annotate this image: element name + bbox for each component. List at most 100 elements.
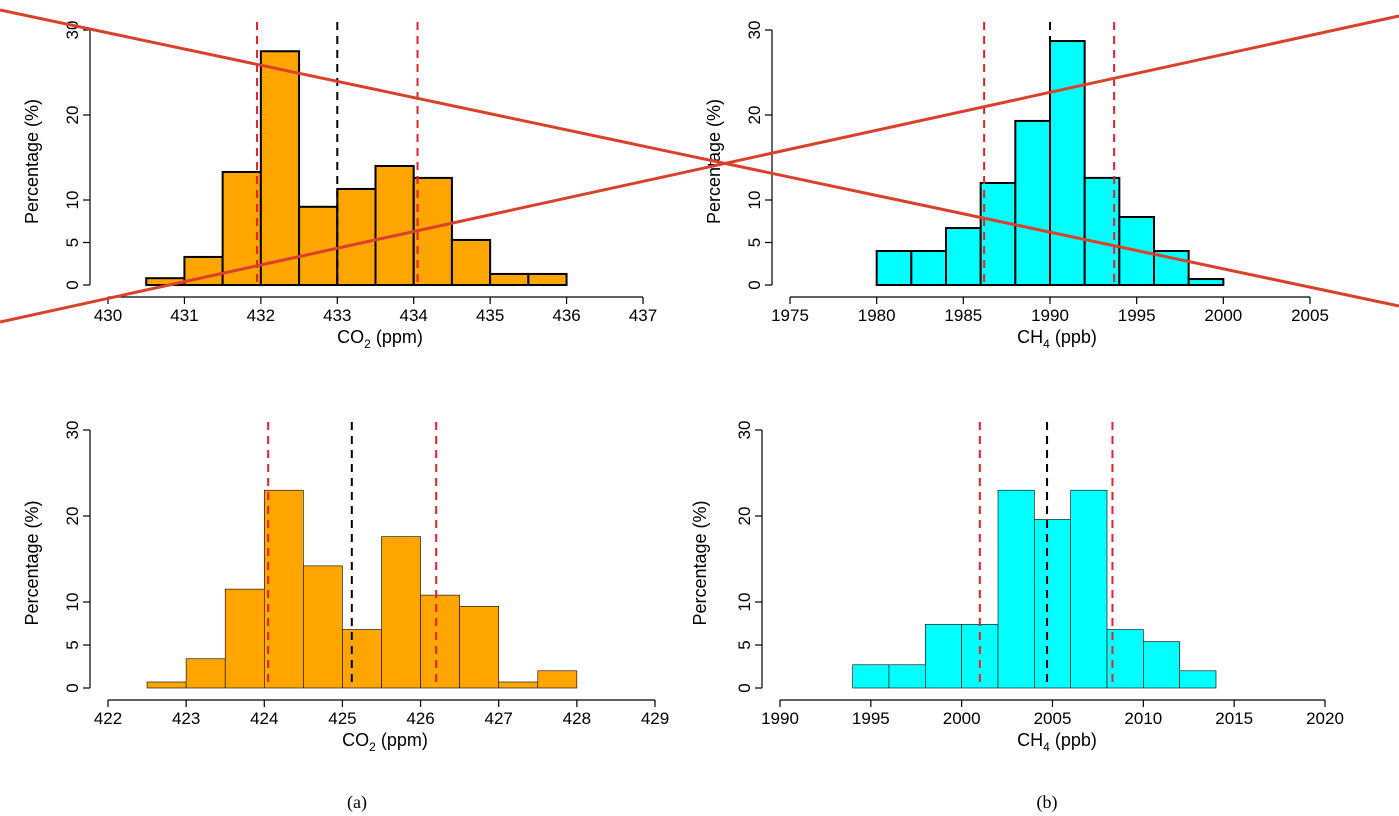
x-tick-label: 1995 <box>852 709 890 728</box>
panel-top-left: 430 431 432 433 434 435 436 43705102030Percenta… <box>22 21 657 351</box>
x-tick-label: 2000 <box>1204 306 1242 325</box>
histogram-bar <box>146 681 187 689</box>
histogram-bar <box>1014 119 1051 286</box>
overlay-line-ascending <box>0 14 1399 324</box>
y-tick-label: 10 <box>745 191 764 210</box>
histogram-bar <box>420 594 460 689</box>
x-axis-title-subscript: 4 <box>1043 740 1050 754</box>
histogram-bar <box>527 272 568 287</box>
x-tick-label: 429 <box>641 709 669 728</box>
histogram-bar <box>342 629 382 689</box>
x-tick-label: 432 <box>247 306 275 325</box>
caption-b: (b) <box>1037 792 1058 813</box>
x-axis-title-unit: (ppb) <box>1050 730 1097 750</box>
y-tick-label: 20 <box>63 106 82 125</box>
x-tick-label: 435 <box>476 306 504 325</box>
x-tick-label: 422 <box>94 709 122 728</box>
x-axis-title: CH4 (ppb) <box>1017 327 1097 351</box>
x-tick-label: 1975 <box>771 306 809 325</box>
histogram-bar <box>498 681 539 689</box>
histogram-bar <box>489 272 530 287</box>
x-tick-label: 1990 <box>761 709 799 728</box>
x-tick-label: 2010 <box>1124 709 1162 728</box>
x-tick-label: 426 <box>406 709 434 728</box>
x-axis-title: CO2 (ppm) <box>337 327 423 351</box>
x-tick-label: 437 <box>629 306 657 325</box>
y-tick-label: 30 <box>63 421 82 440</box>
histogram-bar <box>1187 278 1225 286</box>
x-tick-label: 423 <box>172 709 200 728</box>
x-axis-title-main: CH <box>1017 327 1043 347</box>
x-tick-label: 2020 <box>1306 709 1344 728</box>
histogram-bar <box>852 664 890 689</box>
y-tick-label: 20 <box>63 507 82 526</box>
x-tick-label: 424 <box>250 709 278 728</box>
x-tick-label: 430 <box>94 306 122 325</box>
x-tick-label: 427 <box>485 709 513 728</box>
histogram-bar <box>303 565 343 689</box>
histogram-bar <box>1179 670 1217 689</box>
y-tick-label: 30 <box>745 21 764 40</box>
x-tick-label: 1990 <box>1031 306 1069 325</box>
x-tick-label: 428 <box>563 709 591 728</box>
y-tick-label: 0 <box>745 280 764 289</box>
panel-bottom-right: 1990 1995 2000 2005 2010 2015 2020 0 5 10 20 30 Perc… <box>690 421 1344 754</box>
histogram-bar <box>381 536 421 689</box>
histogram-bar <box>1143 641 1180 689</box>
histogram-bar <box>997 489 1035 689</box>
panels: 430 431 432 433 434 435 436 43705102030Percenta… <box>22 21 1344 754</box>
y-tick-label: 0 <box>63 280 82 289</box>
x-axis-title: CO2 (ppm) <box>342 730 428 754</box>
histogram-bar <box>374 165 415 286</box>
histogram-bar <box>259 50 301 286</box>
histogram-bar <box>298 205 339 286</box>
x-tick-label: 1995 <box>1118 306 1156 325</box>
y-tick-label: 10 <box>63 593 82 612</box>
histogram-bar <box>185 658 226 689</box>
y-tick-label: 5 <box>745 238 764 247</box>
histogram-bar <box>450 238 492 286</box>
x-axis-title-main: CH <box>1017 730 1043 750</box>
x-tick-label: 2005 <box>1291 306 1329 325</box>
y-axis-title: Percentage (%) <box>22 500 42 625</box>
x-axis-title-unit: (ppm) <box>371 327 423 347</box>
histogram-bar <box>1049 40 1086 286</box>
x-axis-title: CH4 (ppb) <box>1017 730 1097 754</box>
panel-top-right: 197519801985199019952000200505102030Perc… <box>704 21 1329 351</box>
red-cross-overlay <box>0 8 1399 324</box>
panel-bottom-left: 422 423 424 425 426 427 428 429 0 5 10 20 30 Percenta… <box>22 421 669 754</box>
x-tick-label: 2015 <box>1215 709 1253 728</box>
y-tick-label: 0 <box>735 683 754 692</box>
x-tick-label: 431 <box>170 306 198 325</box>
histogram-bar <box>336 187 377 286</box>
y-tick-label: 5 <box>735 640 754 649</box>
histogram-bar <box>945 227 982 287</box>
x-tick-label: 425 <box>328 709 356 728</box>
histogram-bar <box>910 250 947 286</box>
caption-a: (a) <box>347 792 367 813</box>
y-tick-label: 10 <box>63 191 82 210</box>
histogram-bar <box>224 588 265 689</box>
y-tick-label: 5 <box>63 640 82 649</box>
y-tick-label: 20 <box>745 106 764 125</box>
histogram-bar <box>1070 489 1108 689</box>
x-tick-label: 2000 <box>943 709 981 728</box>
histogram-bar <box>537 670 578 689</box>
y-tick-label: 0 <box>63 683 82 692</box>
y-axis-title: Percentage (%) <box>22 99 42 224</box>
y-tick-label: 30 <box>735 421 754 440</box>
x-axis-title-main: CO <box>342 730 369 750</box>
histogram-bar <box>888 664 926 689</box>
histogram-bar <box>1034 519 1071 689</box>
y-tick-label: 20 <box>735 507 754 526</box>
x-tick-label: 2005 <box>1034 709 1072 728</box>
x-tick-label: 434 <box>400 306 428 325</box>
x-axis-title-main: CO <box>337 327 364 347</box>
x-axis-title-unit: (ppm) <box>376 730 428 750</box>
y-tick-label: 5 <box>63 238 82 247</box>
y-tick-label: 10 <box>735 593 754 612</box>
x-axis-title-subscript: 4 <box>1043 337 1050 351</box>
histogram-bar <box>263 489 304 689</box>
overlay-line-descending <box>0 8 1399 308</box>
